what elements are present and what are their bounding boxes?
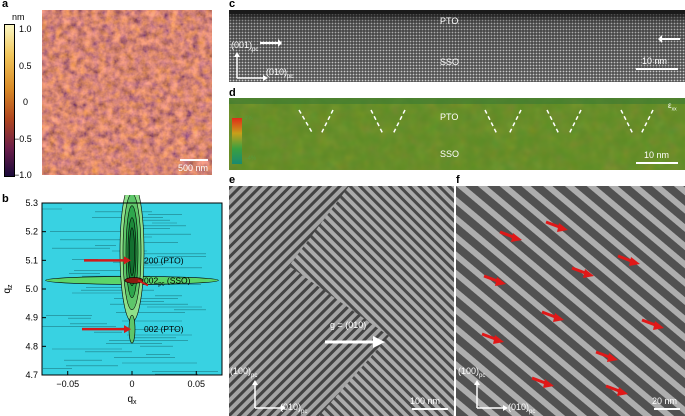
layer-label-sso-d: SSO — [440, 149, 460, 159]
rsm-ytick-label: 4.7 — [25, 370, 38, 380]
rsm-xlabel: qx — [127, 394, 137, 406]
panel-label-b: b — [2, 193, 9, 205]
g-vector-label-e: g = (010) — [330, 320, 367, 330]
axes-icon-e — [252, 380, 286, 411]
stem-image-c — [229, 10, 685, 82]
afm-image — [42, 10, 212, 175]
domain-wall-arrow-icon — [545, 220, 568, 232]
rsm-peak-arrow — [137, 279, 149, 287]
rsm-peak-arrowhead — [124, 256, 131, 265]
colorbar-unit: nm — [12, 12, 25, 22]
red-arrows-f — [481, 220, 664, 396]
axis-label-horizontal-f: (010)pc — [508, 402, 536, 415]
rsm-xtick-label: 0.05 — [188, 379, 206, 389]
scalebar-e-label: 100 nm — [410, 396, 441, 406]
rsm-ytick-label: 4.8 — [25, 341, 38, 351]
domain-wall-arrow-icon — [605, 384, 628, 396]
tem-image-f — [456, 186, 685, 416]
scalebar-d-label: 10 nm — [644, 150, 670, 160]
domain-wall-arrow-icon — [481, 332, 504, 344]
rsm-peak-arrowhead — [124, 325, 131, 334]
rsm-ytick-label: 5.0 — [25, 284, 38, 294]
axis-label-vertical-e: (100)pc — [230, 366, 258, 379]
colorbar-tick-2: 0 — [23, 97, 29, 107]
axis-label-horizontal-c: (010)pc — [266, 67, 294, 80]
strain-cb-bottom: −4% — [244, 156, 257, 162]
strain-map-d — [229, 98, 685, 170]
axis-label-vertical-f: (100)pc — [458, 366, 486, 379]
scalebar-c — [636, 68, 678, 70]
colorbar-a — [4, 24, 15, 177]
rsm-contour-4 — [129, 227, 135, 277]
rsm-ytick-label: 5.2 — [25, 227, 38, 237]
rsm-peak-label: 200 (PTO) — [144, 255, 184, 265]
rsm-xtick-label: 0 — [129, 379, 134, 389]
rsm-peak-label: 002pc (SSO) — [144, 275, 191, 287]
interface-arrow-right-c — [658, 35, 680, 43]
interface-arrow-left-c — [260, 39, 282, 47]
layer-label-pto-c: PTO — [440, 16, 459, 26]
g-vector-arrow-e — [325, 336, 385, 348]
colorbar-tick-1: 0.5 — [19, 61, 32, 71]
colorbar-tick-4: −1.0 — [14, 170, 32, 180]
rsm-ytick-label: 5.1 — [25, 255, 38, 265]
panel-label-d: d — [229, 87, 236, 99]
strain-cb-top: 4% — [244, 116, 253, 122]
rsm-peak-sso — [124, 277, 144, 284]
domain-wall-arrow-icon — [499, 230, 522, 242]
domain-wall-arrow-icon — [483, 274, 506, 286]
rsm-plot: 5.3 5.2 5.1 5.0 4.9 4.8 4.7 −0.05 0 0.05 qx qz 200 (… — [2, 195, 223, 406]
rsm-xtick-label: −0.05 — [56, 379, 79, 389]
panel-label-e: e — [229, 174, 236, 186]
scalebar-e — [412, 408, 448, 410]
panel-label-f: f — [456, 174, 460, 186]
panel-label-c: c — [229, 0, 236, 10]
scalebar-a-label: 500 nm — [178, 163, 209, 173]
scalebar-d — [636, 162, 678, 164]
layer-label-pto-d: PTO — [440, 112, 459, 122]
domain-wall-arrow-icon — [641, 318, 664, 330]
layer-label-sso-c: SSO — [440, 57, 460, 67]
axes-icon-f — [474, 380, 508, 411]
domain-wall-arrow-icon — [595, 350, 618, 362]
domain-wall-markers-d — [298, 109, 654, 135]
domain-wall-arrow-icon — [531, 376, 554, 388]
scalebar-c-label: 10 nm — [642, 56, 668, 66]
colorbar-tick-0: 1.0 — [19, 24, 32, 34]
axes-icon-c — [234, 52, 268, 81]
strain-symbol-d: εxx — [668, 101, 677, 113]
domain-wall-arrow-icon — [571, 266, 594, 278]
axis-label-vertical-c: (001)pc — [231, 40, 259, 53]
rsm-peak-label: 002 (PTO) — [144, 324, 184, 334]
strain-colorbar-d — [232, 118, 242, 164]
axis-label-horizontal-e: (010)pc — [280, 402, 308, 415]
scalebar-a — [180, 159, 208, 161]
domain-wall-arrow-icon — [541, 310, 564, 322]
rsm-ytick-label: 5.3 — [25, 198, 38, 208]
tem-image-e — [229, 186, 454, 416]
rsm-ylabel: qz — [2, 284, 14, 294]
scalebar-f-label: 20 nm — [652, 396, 678, 406]
scalebar-f — [654, 408, 680, 410]
domain-wall-arrow-icon — [617, 254, 640, 266]
rsm-ytick-label: 4.9 — [25, 313, 38, 323]
panel-label-a: a — [2, 0, 9, 10]
colorbar-tick-3: −0.5 — [14, 134, 32, 144]
